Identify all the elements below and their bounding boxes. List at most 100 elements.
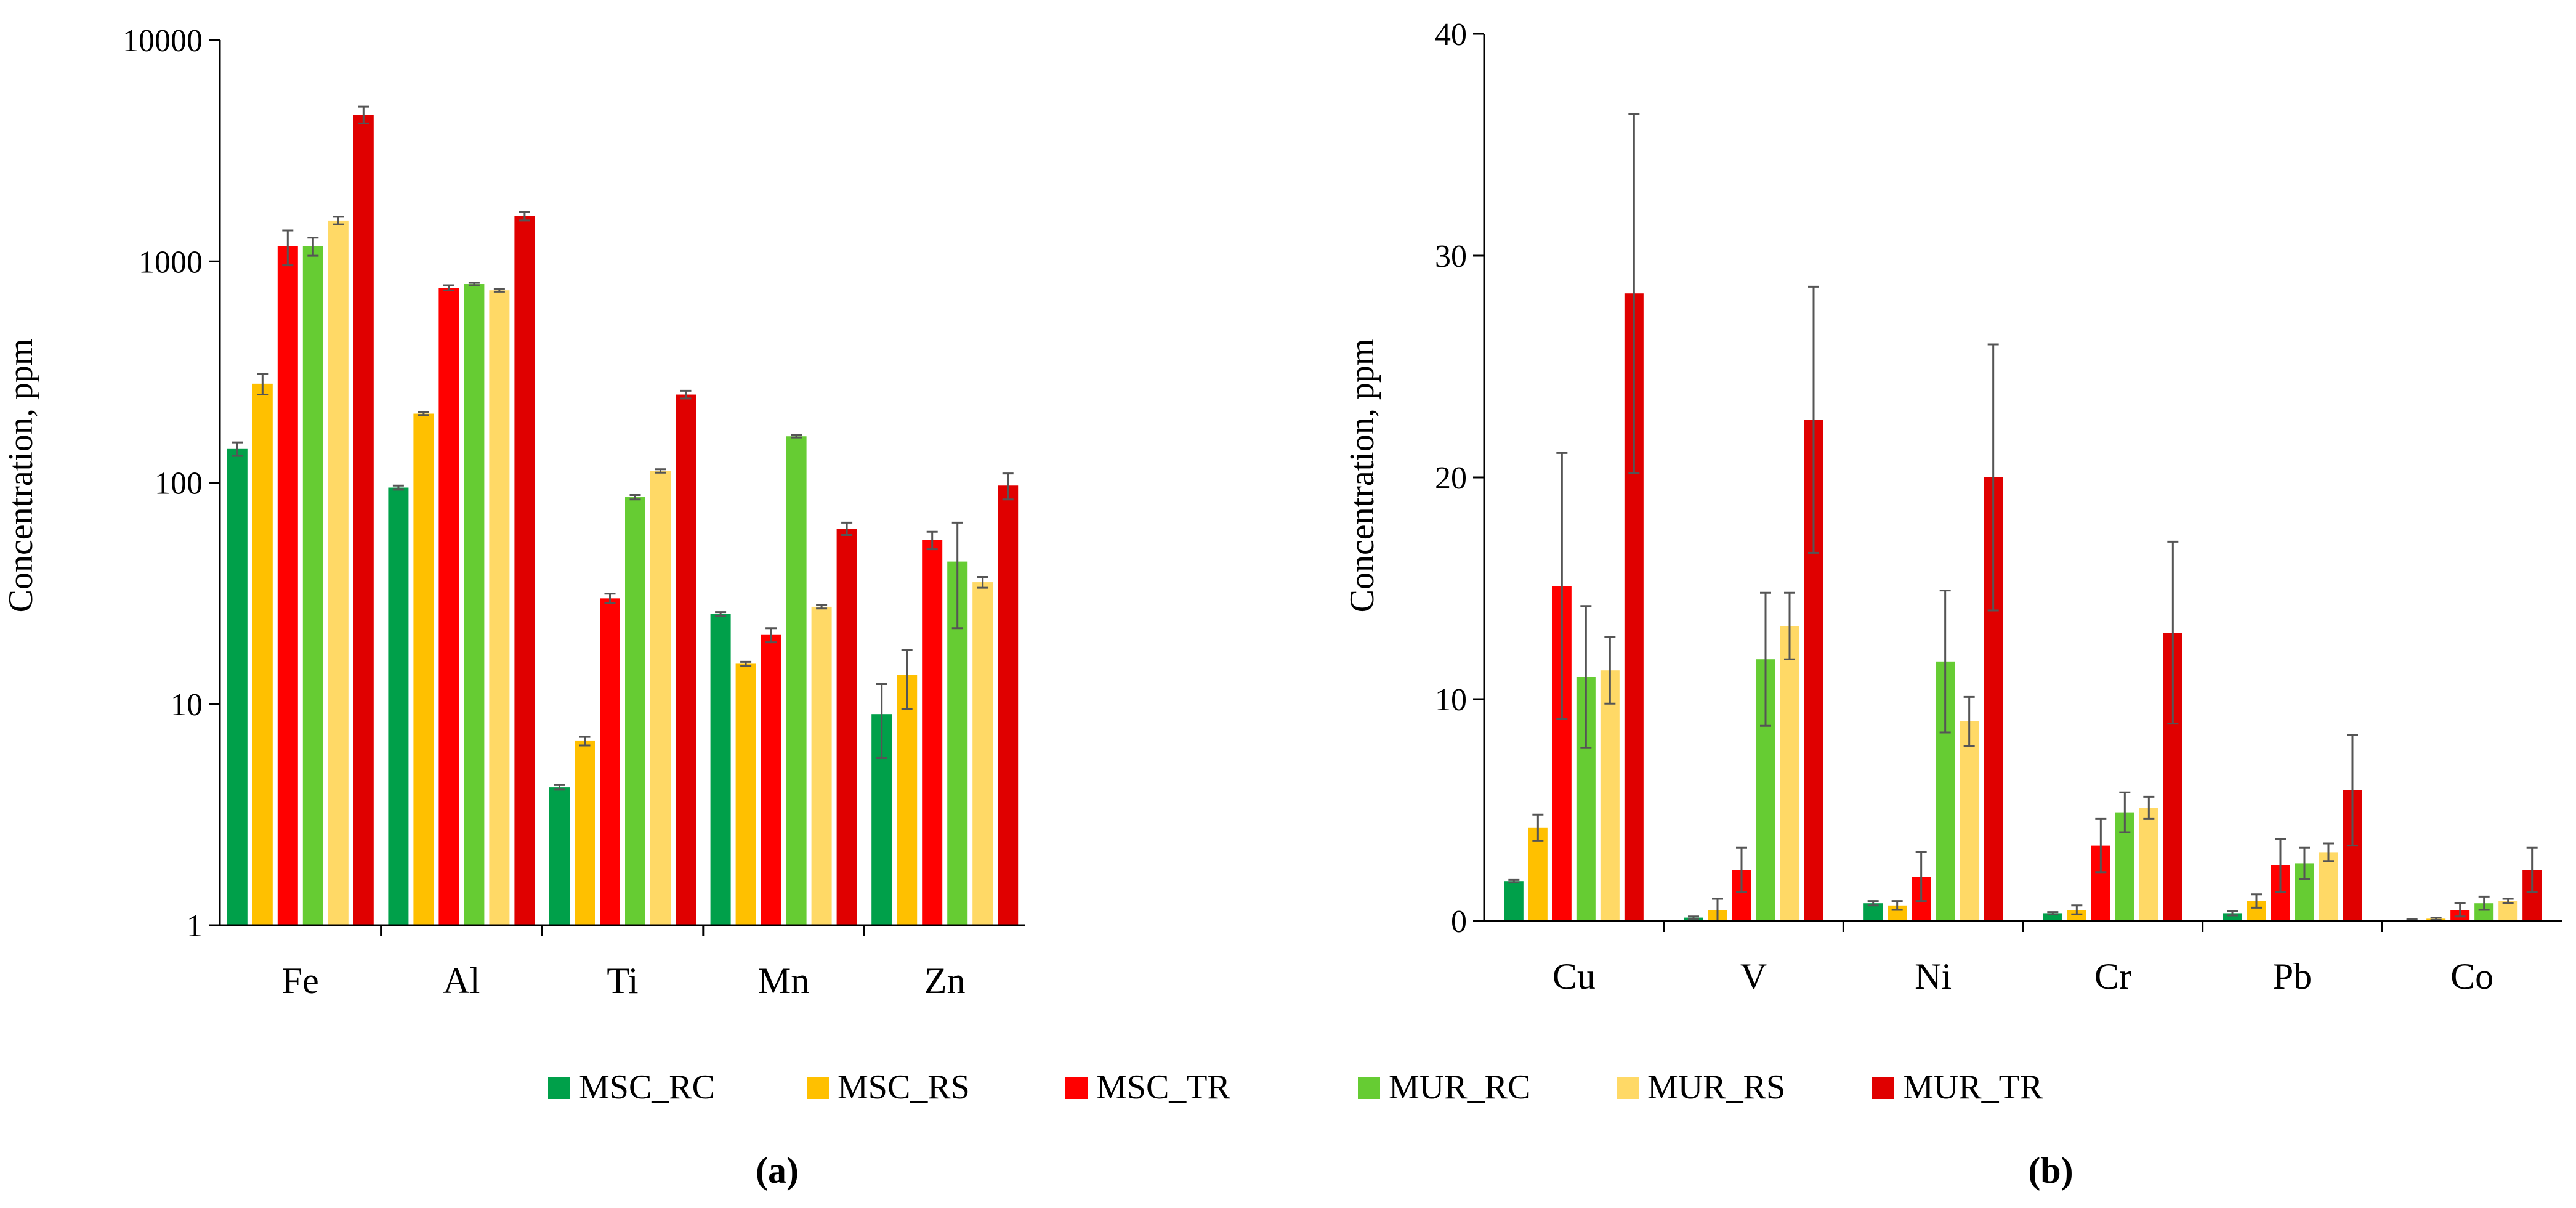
legend-swatch: [1617, 1077, 1639, 1099]
error-bar: [1939, 590, 1951, 734]
bar-mur-rs-al: [489, 290, 510, 925]
bar-msc-rc-ti: [549, 787, 570, 925]
legend-swatch: [1065, 1077, 1088, 1099]
panel-a-label: (a): [756, 1150, 799, 1191]
error-bar: [282, 229, 294, 267]
bar-mur-rs-zn: [972, 582, 993, 925]
legend: MSC_RC MSC_RS MSC_TR MUR_RC MUR_RS MUR_TR: [548, 1068, 2043, 1106]
x-tick-label: Fe: [282, 960, 319, 1001]
bar-mur-tr-al: [514, 216, 535, 925]
bar-mur-rs-co: [2498, 901, 2518, 921]
legend-item-msc-rc: MSC_RC: [548, 1068, 715, 1106]
bar-msc-rc-al: [388, 487, 409, 925]
error-bar: [604, 593, 616, 604]
error-bar: [1891, 900, 1903, 911]
panel-a-x-axis: Fe Al Ti Mn Zn: [220, 924, 1025, 1001]
y-tick-label: 10000: [123, 23, 203, 59]
legend-label: MUR_RC: [1389, 1068, 1530, 1106]
error-bar: [680, 389, 692, 400]
error-bar: [2526, 846, 2538, 893]
legend-label: MSC_TR: [1096, 1068, 1230, 1106]
bar-mur-rs-cr: [2139, 808, 2158, 921]
error-bar: [2323, 842, 2334, 862]
panel-b-chart: Concentration, ppm 0 10 20 30 40 Cu V Ni Cr Pb Co…: [1343, 17, 2562, 1191]
y-tick-label: 1000: [139, 245, 203, 280]
bar-msc-tr-zn: [922, 540, 943, 925]
y-tick-label: 30: [1435, 239, 1467, 274]
error-bar: [2227, 910, 2238, 917]
error-bar: [2275, 838, 2286, 893]
error-bar: [443, 284, 454, 291]
legend-swatch: [1872, 1077, 1894, 1099]
error-bar: [841, 521, 853, 536]
bar-mur-rs-v: [1780, 626, 1799, 921]
legend-label: MSC_RS: [838, 1068, 970, 1106]
error-bar: [1532, 813, 1544, 842]
bar-msc-rs-mn: [735, 663, 756, 925]
bar-msc-tr-mn: [761, 634, 781, 925]
bar-msc-rs-zn: [897, 675, 918, 925]
legend-label: MUR_RS: [1647, 1068, 1785, 1106]
bar-msc-rs-al: [413, 413, 434, 925]
bar-msc-rc-mn: [710, 614, 731, 925]
error-bar: [232, 441, 243, 457]
panel-a-chart: Concentration, ppm 1 10 100 1000 10000 Fe Al T…: [2, 23, 1025, 1191]
bar-msc-rs-fe: [252, 383, 273, 925]
bar-mur-rs-pb: [2319, 852, 2338, 921]
y-tick-label: 10: [1435, 683, 1467, 718]
x-tick-label: V: [1740, 956, 1767, 997]
y-tick-label: 100: [155, 466, 203, 501]
bar-msc-tr-ti: [600, 598, 620, 925]
error-bar: [2071, 904, 2083, 915]
x-tick-label: Mn: [758, 960, 809, 1001]
x-tick-label: Al: [443, 960, 480, 1001]
error-bar: [2047, 911, 2059, 915]
y-tick-label: 20: [1435, 461, 1467, 496]
error-bar: [2167, 540, 2179, 725]
legend-swatch: [1358, 1077, 1380, 1099]
bar-mur-rc-al: [464, 284, 485, 925]
panel-a-bars: [227, 115, 1019, 925]
error-bar: [2347, 734, 2358, 847]
error-bar: [307, 237, 319, 257]
panel-b-y-axis-title: Concentration, ppm: [1343, 339, 1381, 613]
error-bar: [2478, 895, 2490, 911]
error-bar: [1628, 113, 1640, 474]
error-bar: [493, 288, 505, 293]
bar-mur-rs-ni: [1960, 721, 1979, 921]
error-bar: [333, 216, 344, 225]
legend-label: MSC_RC: [579, 1068, 715, 1106]
error-bar: [951, 521, 963, 630]
error-bar: [816, 604, 828, 610]
error-bar: [765, 627, 777, 644]
y-tick-label: 10: [171, 687, 203, 723]
panel-b-label: (b): [2028, 1150, 2073, 1191]
panel-a-y-axis-title: Concentration, ppm: [2, 339, 40, 613]
error-bar: [2454, 902, 2466, 918]
bar-mur-tr-fe: [353, 115, 374, 925]
legend-swatch: [807, 1077, 829, 1099]
error-bar: [655, 468, 666, 474]
bar-mur-tr-ti: [676, 394, 696, 925]
panel-b-error-bars: [1508, 113, 2538, 922]
error-bar: [876, 683, 887, 759]
legend-label: MUR_TR: [1903, 1068, 2043, 1106]
x-tick-label: Ti: [607, 960, 638, 1001]
error-bar: [1915, 851, 1927, 902]
bar-mur-tr-mn: [836, 529, 857, 925]
error-bar: [1556, 452, 1568, 720]
panel-b-x-axis: Cu V Ni Cr Pb Co: [1484, 920, 2562, 997]
error-bar: [629, 493, 641, 501]
error-bar: [2095, 817, 2107, 874]
legend-item-mur-rs: MUR_RS: [1617, 1068, 1785, 1106]
bar-msc-tr-fe: [277, 246, 298, 925]
bar-mur-rs-cu: [1600, 670, 1620, 921]
error-bar: [1002, 472, 1014, 501]
error-bar: [1987, 343, 1999, 612]
bar-msc-tr-al: [438, 288, 459, 925]
error-bar: [901, 649, 913, 710]
bar-msc-rs-cr: [2067, 910, 2086, 921]
x-tick-label: Cr: [2094, 956, 2131, 997]
error-bar: [977, 576, 988, 589]
